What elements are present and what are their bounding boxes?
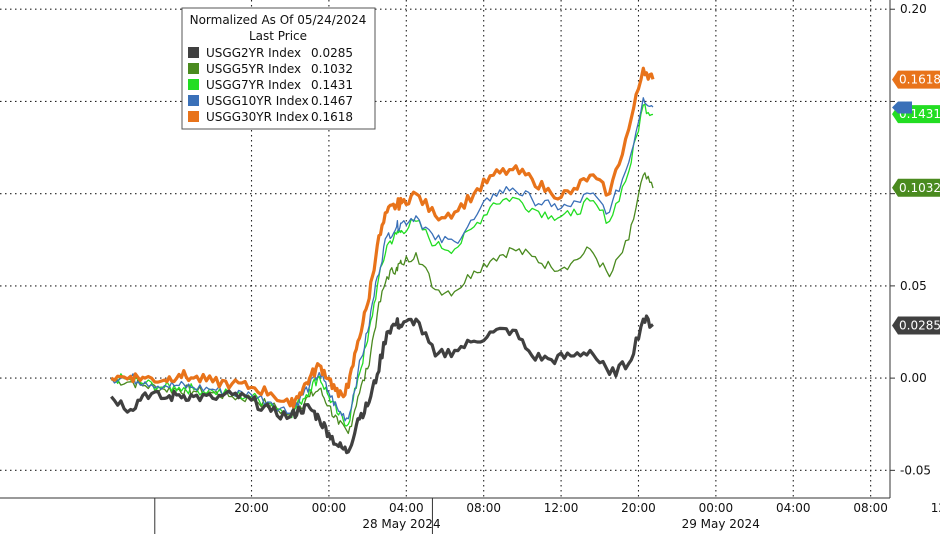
series-line-usgg7yr-index bbox=[111, 103, 654, 427]
legend-value: 0.1032 bbox=[311, 62, 353, 76]
last-price-tag-text: 0.0285 bbox=[899, 319, 940, 333]
series-line-usgg10yr-index bbox=[110, 97, 654, 422]
x-date-label: 28 May 2024 bbox=[362, 517, 440, 531]
x-tick-label: 20:00 bbox=[621, 501, 656, 515]
legend-label: USGG10YR Index bbox=[206, 94, 309, 108]
x-tick-label: 12:00 bbox=[544, 501, 579, 515]
x-tick-label: 04:00 bbox=[776, 501, 811, 515]
legend-title: Normalized As Of 05/24/2024 bbox=[190, 13, 367, 27]
last-price-tag-text: 0.1032 bbox=[899, 181, 940, 195]
x-tick-label: 04:00 bbox=[389, 501, 424, 515]
legend-label: USGG2YR Index bbox=[206, 46, 301, 60]
last-price-tag bbox=[892, 178, 940, 197]
x-tick-label: 00:00 bbox=[312, 501, 347, 515]
y-tick-label: 0.00 bbox=[900, 371, 927, 385]
legend-box bbox=[181, 7, 376, 130]
legend-swatch bbox=[188, 47, 199, 58]
y-tick-label: -0.05 bbox=[900, 463, 931, 477]
legend-label: USGG7YR Index bbox=[206, 78, 301, 92]
legend: Normalized As Of 05/24/2024 Last Price U… bbox=[181, 7, 376, 130]
legend-value: 0.1618 bbox=[311, 110, 353, 124]
series-group bbox=[110, 66, 655, 455]
series-line-usgg2yr-index bbox=[110, 314, 654, 455]
legend-swatch bbox=[188, 63, 199, 74]
x-tick-label: 00:00 bbox=[699, 501, 734, 515]
grid bbox=[0, 0, 890, 498]
legend-value: 0.1431 bbox=[311, 78, 353, 92]
legend-items: USGG2YR Index 0.0285 USGG5YR Index 0.1032 US… bbox=[188, 46, 353, 124]
legend-label: USGG5YR Index bbox=[206, 62, 301, 76]
legend-swatch bbox=[188, 111, 199, 122]
legend-swatch bbox=[188, 95, 199, 106]
last-price-tag-text: 0.1618 bbox=[899, 73, 940, 87]
last-price-tag bbox=[892, 101, 912, 114]
last-price-tag bbox=[892, 316, 940, 335]
legend-value: 0.1467 bbox=[311, 94, 353, 108]
x-date-label: 29 May 2024 bbox=[682, 517, 760, 531]
legend-label: USGG30YR Index bbox=[206, 110, 309, 124]
x-tick-label: 12:00 bbox=[931, 501, 940, 515]
last-price-tag bbox=[892, 70, 940, 89]
legend-swatch bbox=[188, 79, 199, 90]
legend-subtitle: Last Price bbox=[249, 29, 307, 43]
series-line-usgg30yr-index bbox=[110, 66, 655, 409]
x-tick-label: 20:00 bbox=[234, 501, 269, 515]
x-tick-label: 08:00 bbox=[853, 501, 888, 515]
series-line-usgg5yr-index bbox=[111, 172, 654, 435]
y-tick-label: 0.05 bbox=[900, 279, 927, 293]
x-tick-label: 08:00 bbox=[466, 501, 501, 515]
legend-value: 0.0285 bbox=[311, 46, 353, 60]
y-tick-label: 0.20 bbox=[900, 2, 927, 16]
